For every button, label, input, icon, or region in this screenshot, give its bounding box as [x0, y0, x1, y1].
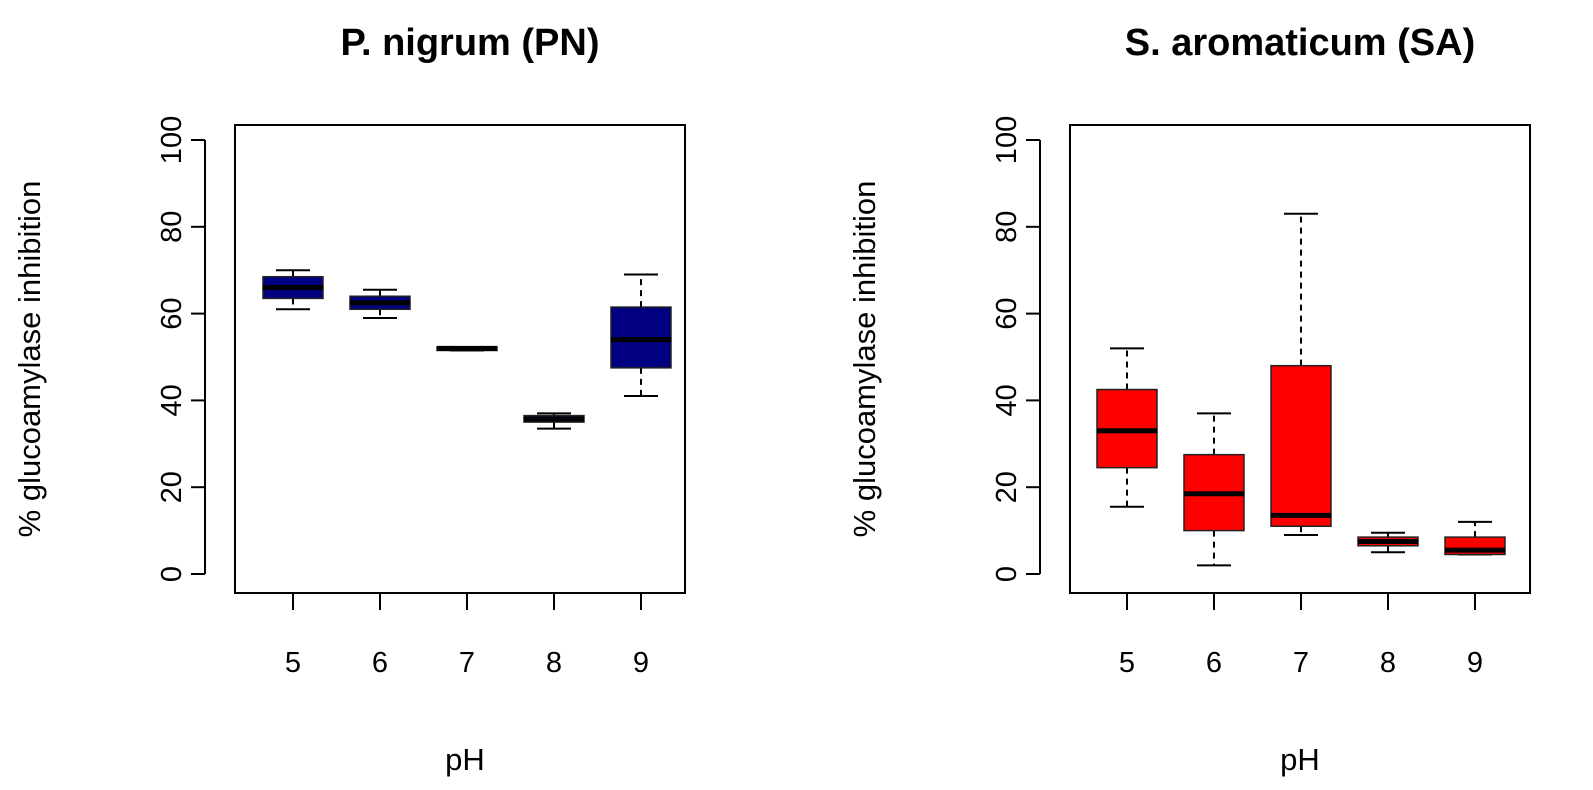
x-tick-label: 7: [1293, 647, 1309, 679]
box-plot-9: [1444, 520, 1506, 556]
box-plot-5: [1096, 347, 1158, 508]
x-axis-label: pH: [445, 742, 485, 777]
y-tick-label: 0: [991, 566, 1023, 582]
y-tick-label: 0: [156, 566, 188, 582]
box-plot-6: [1183, 412, 1245, 567]
box-series: [1096, 212, 1506, 567]
y-axis: 0 20 40 60 80 100: [156, 116, 206, 582]
box-plot-8: [523, 412, 585, 430]
panel-sa: S. aromaticum (SA) 0 20 40 60 80 100 5 6 7 8 9 % …: [847, 22, 1531, 777]
x-tick-label: 5: [1119, 647, 1135, 679]
x-tick-label: 8: [546, 647, 562, 679]
x-tick-label: 5: [285, 647, 301, 679]
box-plot-6: [349, 288, 411, 319]
box-plot-7: [1270, 212, 1332, 536]
box: [1270, 364, 1332, 528]
panel-title: P. nigrum (PN): [341, 22, 600, 64]
y-tick-label: 60: [991, 297, 1023, 329]
x-tick-label: 6: [1206, 647, 1222, 679]
x-tick-label: 9: [633, 647, 649, 679]
x-axis-label: pH: [1280, 742, 1320, 777]
y-tick-label: 100: [991, 116, 1023, 164]
y-tick-label: 80: [156, 211, 188, 243]
panel-pn: P. nigrum (PN) 0 20 40 60 80 100 5 6 7 8 9 % gluc…: [12, 22, 686, 777]
box-plot-5: [262, 269, 324, 311]
y-tick-label: 20: [156, 471, 188, 503]
box-plot-7: [436, 345, 498, 352]
x-tick-label: 6: [372, 647, 388, 679]
y-tick-label: 60: [156, 297, 188, 329]
y-tick-label: 40: [991, 384, 1023, 416]
y-axis-label: % glucoamylase inhibition: [12, 181, 47, 538]
box-series: [262, 269, 672, 430]
x-axis: 5 6 7 8 9: [285, 592, 649, 679]
x-axis: 5 6 7 8 9: [1119, 592, 1483, 679]
box-plot-8: [1357, 531, 1419, 554]
x-tick-label: 8: [1380, 647, 1396, 679]
panel-title: S. aromaticum (SA): [1125, 22, 1476, 64]
y-axis-label: % glucoamylase inhibition: [847, 181, 882, 538]
y-tick-label: 40: [156, 384, 188, 416]
y-tick-label: 100: [156, 116, 188, 164]
x-tick-label: 7: [459, 647, 475, 679]
y-tick-label: 20: [991, 471, 1023, 503]
y-tick-label: 80: [991, 211, 1023, 243]
y-axis: 0 20 40 60 80 100: [991, 116, 1041, 582]
x-tick-label: 9: [1467, 647, 1483, 679]
box-plot-9: [610, 273, 672, 398]
